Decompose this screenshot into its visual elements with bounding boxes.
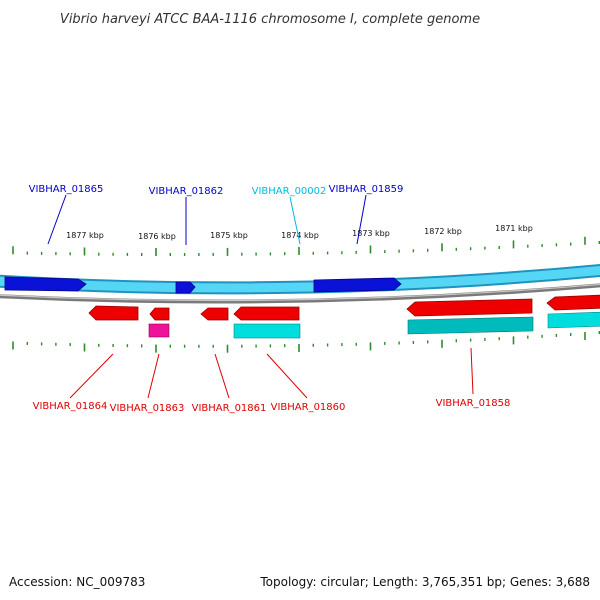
connector-line bbox=[214, 353, 230, 399]
map-title: Vibrio harveyi ATCC BAA-1116 chromosome … bbox=[60, 12, 480, 27]
connector-line bbox=[266, 353, 308, 399]
feature-block-pseudo[interactable] bbox=[148, 323, 170, 338]
gene-arrow-VIBHAR_01863[interactable] bbox=[149, 307, 170, 321]
gene-arrow-VIBHAR_01865[interactable] bbox=[4, 276, 87, 292]
topology-label: Topology: circular; Length: 3,765,351 bp… bbox=[259, 575, 590, 589]
reverse-features bbox=[148, 311, 600, 339]
accession-label: Accession: NC_009783 bbox=[9, 575, 145, 589]
gene-arrow-VIBHAR_01864[interactable] bbox=[88, 305, 139, 321]
scale-labels: 1877 kbp 1876 kbp 1875 kbp 1874 kbp 1873… bbox=[66, 224, 533, 241]
tick-row-bottom bbox=[12, 331, 600, 353]
gene-label[interactable]: VIBHAR_01860 bbox=[271, 402, 346, 413]
gene-label[interactable]: VIBHAR_01863 bbox=[110, 403, 185, 414]
connector-line bbox=[47, 194, 67, 245]
scale-label: 1877 kbp bbox=[66, 231, 104, 240]
forward-genes bbox=[4, 276, 402, 294]
gene-label[interactable]: VIBHAR_01858 bbox=[436, 398, 511, 409]
gene-label[interactable]: VIBHAR_01859 bbox=[329, 184, 404, 195]
scale-label: 1876 kbp bbox=[138, 232, 176, 241]
gene-arrow-VIBHAR_01862[interactable] bbox=[175, 281, 196, 294]
connector-line bbox=[356, 194, 367, 245]
reverse-genes bbox=[88, 294, 600, 321]
gene-label[interactable]: VIBHAR_01864 bbox=[33, 401, 108, 412]
gene-arrow-VIBHAR_01860[interactable] bbox=[233, 306, 300, 321]
connector-line bbox=[470, 347, 474, 395]
gene-label[interactable]: VIBHAR_01861 bbox=[192, 403, 267, 414]
gene-label[interactable]: VIBHAR_01865 bbox=[29, 184, 104, 195]
connector-line bbox=[69, 353, 114, 399]
gene-arrow-VIBHAR_01861[interactable] bbox=[200, 307, 229, 321]
gene-arrow-partial-right[interactable] bbox=[546, 294, 600, 311]
gene-labels-top: VIBHAR_01865 VIBHAR_01862 VIBHAR_00002 V… bbox=[29, 184, 404, 197]
gene-label[interactable]: VIBHAR_00002 bbox=[252, 186, 327, 197]
connector-line bbox=[147, 353, 160, 399]
feature-block[interactable] bbox=[407, 316, 534, 335]
scale-label: 1875 kbp bbox=[210, 231, 248, 240]
chromosome-line-highlight bbox=[0, 283, 600, 302]
tick-row-top bbox=[12, 236, 600, 256]
scale-label: 1874 kbp bbox=[281, 231, 319, 240]
gene-arrow-VIBHAR_01859[interactable] bbox=[313, 277, 402, 293]
connector-line bbox=[289, 196, 301, 245]
scale-label: 1872 kbp bbox=[424, 227, 462, 236]
label-connectors-top bbox=[47, 194, 367, 245]
chromosome-line bbox=[0, 283, 600, 304]
feature-block[interactable] bbox=[233, 323, 301, 339]
scale-label: 1871 kbp bbox=[495, 224, 533, 233]
gene-label[interactable]: VIBHAR_01862 bbox=[149, 186, 224, 197]
label-connectors-bottom bbox=[69, 347, 474, 399]
gene-labels-bottom: VIBHAR_01864 VIBHAR_01863 VIBHAR_01861 V… bbox=[33, 398, 511, 414]
feature-block[interactable] bbox=[547, 311, 600, 329]
gene-arrow-VIBHAR_01858[interactable] bbox=[406, 298, 533, 317]
scale-label: 1873 kbp bbox=[352, 229, 390, 238]
